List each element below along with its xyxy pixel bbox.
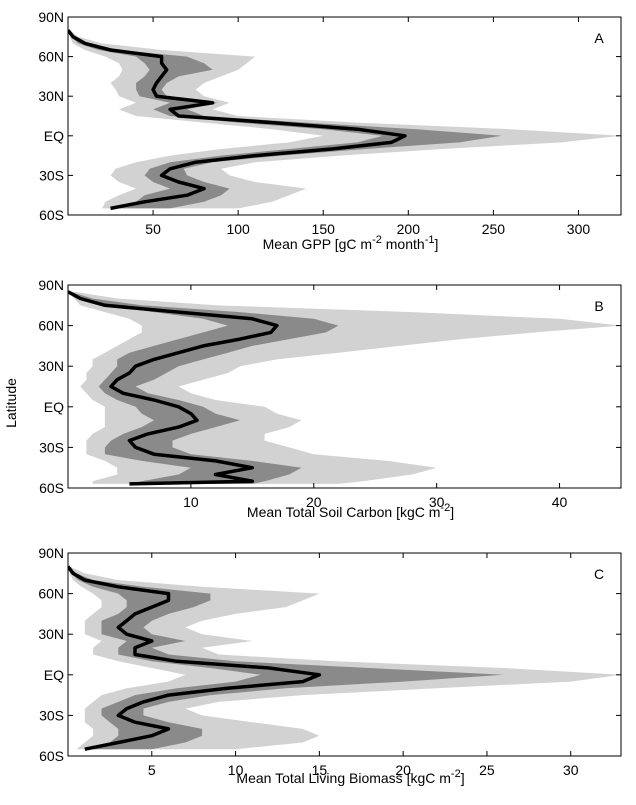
x-tick-label: 20 [395,762,411,778]
y-axis-label: Latitude [3,378,19,428]
plot-frame [67,284,622,489]
y-tick-label: 60S [39,207,64,223]
y-tick-label: 60S [39,748,64,764]
x-tick-label: 25 [479,762,495,778]
x-tick-label: 50 [145,221,161,237]
y-tick-label: 30S [39,439,64,455]
x-tick-label: 300 [567,221,591,237]
chart-panel-a: 90N 60N 30N EQ 30S 60S 50 100 150 200 250 300 A Mean … [38,9,622,252]
y-tick-label: 60S [39,480,64,496]
y-tick-label: 90N [38,277,64,293]
panel-letter: A [594,30,604,46]
y-tick-label: EQ [44,667,64,683]
chart-panel-c: 90N 60N 30N EQ 30S 60S 5 10 15 20 25 30 C Mean Total … [38,545,622,786]
plot-frame [67,16,622,216]
x-tick-label: 200 [397,221,421,237]
y-tick-label: 60N [38,49,64,65]
x-tick-label: 150 [312,221,336,237]
x-tick-label: 15 [312,762,328,778]
y-tick-label: 90N [38,545,64,561]
y-tick-label: 30N [38,358,64,374]
x-tick-label: 40 [552,494,568,510]
x-tick-label: 10 [183,494,199,510]
y-tick-label: 60N [38,318,64,334]
mean-line [68,290,279,486]
y-tick-label: 30N [38,88,64,104]
x-tick-label: 10 [228,762,244,778]
x-tick-label: 20 [306,494,322,510]
y-tick-label: 30S [39,707,64,723]
x-axis-label: Mean Total Soil Carbon [kgC m-2] [247,502,454,520]
x-tick-label: 30 [429,494,445,510]
outer-band [68,30,621,209]
mean-line [68,29,407,211]
x-tick-label: 250 [482,221,506,237]
x-tick-label: 5 [148,762,156,778]
mean-line [68,565,322,751]
y-tick-label: 60N [38,586,64,602]
panel-letter: C [594,566,604,582]
y-tick-label: EQ [44,399,64,415]
y-tick-label: 30S [39,167,64,183]
y-tick-label: 30N [38,626,64,642]
x-axis-label: Mean GPP [gC m-2 month-1] [263,234,439,252]
x-tick-label: 30 [563,762,579,778]
inner-band [68,30,502,209]
chart-panel-b: 90N 60N 30N EQ 30S 60S 10 20 30 40 B Mean Total Soi… [38,277,622,520]
x-tick-label: 100 [226,221,250,237]
y-tick-label: 90N [38,9,64,25]
plot-frame [67,552,622,757]
y-tick-label: EQ [44,128,64,144]
panel-letter: B [594,298,603,314]
inner-band [68,291,339,484]
x-axis-label: Mean Total Living Biomass [kgC m-2] [236,768,464,786]
outer-band [68,566,621,750]
